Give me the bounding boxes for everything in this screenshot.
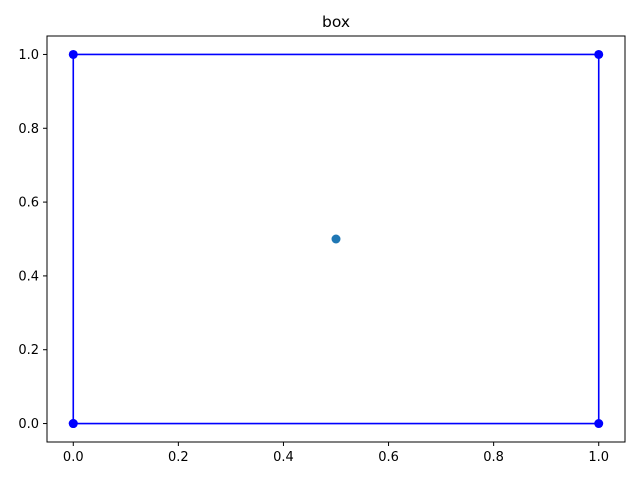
y-tick-label: 0.2 xyxy=(18,343,39,358)
x-axis: 0.0 0.2 0.4 0.6 0.8 1.0 xyxy=(63,442,609,465)
y-tick-label: 0.6 xyxy=(18,196,39,211)
chart-title: box xyxy=(322,13,350,31)
data-point xyxy=(68,49,78,59)
x-tick-label: 0.0 xyxy=(63,450,84,465)
x-tick-label: 0.8 xyxy=(483,450,504,465)
data-point xyxy=(331,234,341,244)
data-point xyxy=(68,419,78,429)
y-tick-label: 0.4 xyxy=(18,269,39,284)
axes-frame xyxy=(46,35,626,443)
data-point xyxy=(594,49,604,59)
y-tick-label: 1.0 xyxy=(18,48,39,63)
y-tick-label: 0.0 xyxy=(18,417,39,432)
y-axis: 0.0 0.2 0.4 0.6 0.8 1.0 xyxy=(18,48,47,432)
x-tick-label: 0.6 xyxy=(378,450,399,465)
plot-area xyxy=(68,49,604,429)
y-tick-label: 0.8 xyxy=(18,122,39,137)
x-tick-label: 0.4 xyxy=(273,450,294,465)
x-tick-label: 1.0 xyxy=(588,450,609,465)
x-tick-label: 0.2 xyxy=(168,450,189,465)
data-point xyxy=(594,419,604,429)
